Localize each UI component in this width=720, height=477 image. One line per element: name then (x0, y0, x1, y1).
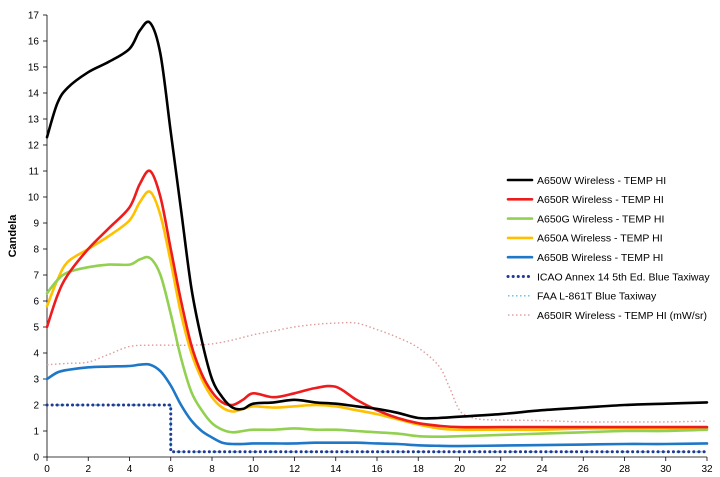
y-tick-label: 11 (29, 167, 40, 178)
x-tick-label: 32 (701, 464, 713, 475)
series-line-1 (45, 20, 709, 420)
x-tick-label: 30 (660, 464, 672, 475)
x-tick-label: 12 (289, 464, 301, 475)
y-axis-title: Candela (7, 214, 19, 258)
y-tick-label: 16 (28, 37, 40, 48)
x-tick-label: 18 (413, 464, 425, 475)
y-tick-label: 10 (28, 193, 40, 204)
y-tick-label: 3 (33, 375, 39, 386)
y-tick-label: 13 (28, 115, 40, 126)
x-ticks: 0 2 4 6 8 10 12 14 16 18 20 22 24 26 28 30 32 (44, 457, 713, 475)
y-tick-label: 12 (28, 141, 40, 152)
y-tick-label: 14 (28, 89, 40, 100)
y-tick-label: 17 (28, 11, 40, 22)
x-tick-label: 26 (578, 464, 590, 475)
legend-label: A650IR Wireless - TEMP HI (mW/sr) (537, 310, 707, 322)
x-tick-label: 22 (495, 464, 507, 475)
x-tick-label: 4 (127, 464, 133, 475)
legend-label: A650G Wireless - TEMP HI (537, 213, 664, 225)
x-tick-label: 28 (619, 464, 631, 475)
legend: A650W Wireless - TEMP HI A650R Wireless -… (506, 175, 710, 322)
legend-label: A650B Wireless - TEMP HI (537, 252, 663, 264)
y-tick-label: 8 (33, 245, 39, 256)
legend-label: A650W Wireless - TEMP HI (537, 175, 666, 187)
y-tick-label: 6 (33, 297, 39, 308)
legend-label: ICAO Annex 14 5th Ed. Blue Taxiway (537, 271, 710, 283)
legend-label: A650R Wireless - TEMP HI (537, 194, 664, 206)
y-tick-label: 4 (33, 349, 39, 360)
x-tick-label: 10 (248, 464, 260, 475)
series-line-2 (45, 169, 709, 429)
legend-label: A650A Wireless - TEMP HI (537, 233, 663, 245)
y-tick-label: 15 (28, 63, 40, 74)
x-tick-label: 14 (330, 464, 342, 475)
x-tick-label: 24 (536, 464, 548, 475)
y-tick-label: 2 (33, 401, 39, 412)
series-line-6 (45, 403, 709, 454)
x-tick-label: 20 (454, 464, 466, 475)
series-lines (45, 20, 709, 454)
y-tick-label: 0 (33, 453, 39, 464)
x-tick-label: 2 (85, 464, 91, 475)
x-tick-label: 0 (44, 464, 50, 475)
x-tick-label: 8 (209, 464, 215, 475)
series-line-3 (45, 255, 709, 439)
series-line-8 (46, 321, 708, 423)
y-tick-label: 1 (33, 427, 39, 438)
y-tick-label: 9 (33, 219, 39, 230)
y-tick-label: 7 (33, 271, 39, 282)
legend-label: FAA L-861T Blue Taxiway (537, 291, 657, 303)
series-line-5 (45, 362, 709, 448)
y-tick-label: 5 (33, 323, 39, 334)
x-tick-label: 16 (371, 464, 383, 475)
x-tick-label: 6 (168, 464, 174, 475)
